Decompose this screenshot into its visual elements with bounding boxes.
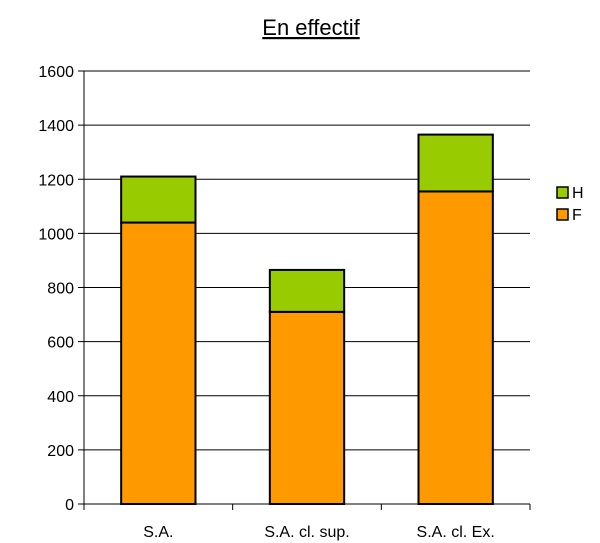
bar-segment-h	[417, 133, 494, 193]
legend: HF	[556, 185, 584, 224]
y-tick-label: 800	[47, 281, 74, 298]
x-tick-label: S.A. cl. sup.	[264, 524, 349, 541]
bar-segment-h	[120, 175, 197, 224]
legend-label-h: H	[572, 185, 584, 202]
legend-label-f: F	[572, 207, 582, 224]
y-tick-label: 1000	[38, 226, 74, 243]
bars	[120, 133, 494, 506]
y-tick-label: 1400	[38, 118, 74, 135]
y-tick-label: 0	[65, 497, 74, 514]
x-tick-label: S.A.	[143, 524, 173, 541]
bar-segment-f	[268, 310, 346, 506]
y-tick-label: 1200	[38, 172, 74, 189]
chart-title: En effectif	[262, 15, 360, 40]
legend-swatch-f	[556, 208, 569, 221]
y-tick-label: 400	[47, 389, 74, 406]
bar-segment-f	[417, 190, 494, 505]
y-tick-label: 200	[47, 443, 74, 460]
bar-segment-f	[120, 221, 197, 506]
axes: 0 200 400 600 800 1000 1200 1400 1600 S.A. S.A. cl…	[38, 64, 531, 541]
bar-segment-h	[268, 268, 346, 313]
x-tick-label: S.A. cl. Ex.	[417, 524, 495, 541]
y-tick-label: 1600	[38, 64, 74, 81]
y-tick-label: 600	[47, 335, 74, 352]
legend-swatch-h	[556, 186, 569, 199]
